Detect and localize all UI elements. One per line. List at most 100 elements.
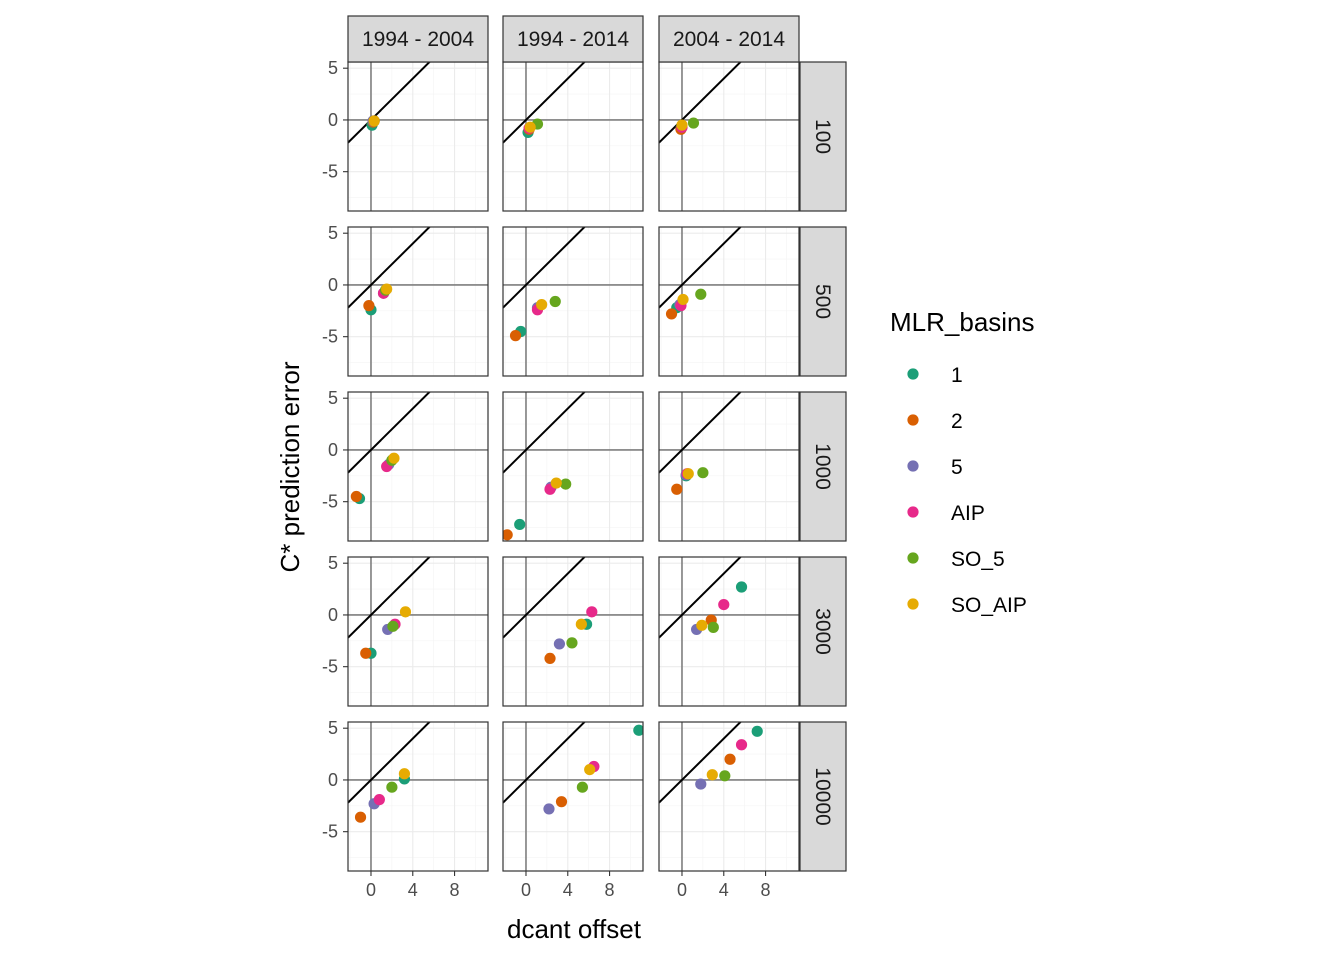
identity-line bbox=[503, 227, 586, 309]
panel bbox=[347, 556, 489, 707]
x-tick-label: 8 bbox=[605, 880, 615, 900]
panel-plot-area bbox=[503, 722, 643, 871]
legend-key bbox=[907, 598, 919, 610]
panel bbox=[658, 391, 800, 542]
legend-key bbox=[907, 460, 919, 472]
x-tick-label: 4 bbox=[719, 880, 729, 900]
identity-line bbox=[503, 62, 586, 144]
legend-key bbox=[907, 552, 919, 564]
y-tick-label: 0 bbox=[328, 110, 338, 130]
column-strip: 1994 - 2014 bbox=[502, 15, 644, 63]
panel bbox=[502, 556, 644, 707]
identity-line bbox=[348, 227, 431, 309]
strip-background bbox=[347, 15, 489, 63]
identity-line bbox=[348, 722, 431, 804]
panel-plot-area bbox=[348, 62, 488, 211]
data-point-5 bbox=[695, 778, 707, 790]
legend-title: MLR_basins bbox=[890, 307, 1035, 337]
panel-plot-area bbox=[659, 62, 799, 211]
panel bbox=[347, 391, 489, 542]
data-point-so_aip bbox=[677, 293, 689, 306]
axes-layer: -5 0 5 -5 0 5 -5 0 5 -5 0 5 -5 0 5 0 4 8 0 4 8 0 4 8 bbox=[322, 58, 771, 900]
row-strip-label: 3000 bbox=[811, 608, 834, 655]
x-tick-label: 0 bbox=[677, 880, 687, 900]
column-strip-label: 1994 - 2004 bbox=[362, 28, 474, 51]
data-point-so_5 bbox=[387, 620, 399, 632]
legend-item: SO_5 bbox=[907, 548, 1005, 571]
panel bbox=[502, 61, 644, 212]
panel-background bbox=[348, 392, 488, 541]
panel bbox=[347, 226, 489, 377]
panel-border bbox=[502, 391, 644, 542]
data-point-so_aip bbox=[388, 452, 400, 464]
strip-background bbox=[658, 15, 800, 63]
data-point-so_aip bbox=[550, 477, 562, 489]
y-tick-label: 5 bbox=[328, 58, 338, 78]
data-point-2 bbox=[360, 647, 372, 659]
y-tick-label: 5 bbox=[328, 718, 338, 738]
data-point-so_5 bbox=[687, 117, 700, 129]
data-point-2 bbox=[509, 330, 522, 342]
data-point-aip bbox=[373, 794, 385, 806]
legend-item: 2 bbox=[907, 410, 963, 433]
panel-plot-area bbox=[348, 227, 488, 376]
row-strip-label: 10000 bbox=[811, 767, 834, 825]
panel-border bbox=[502, 721, 644, 872]
data-point-2 bbox=[671, 483, 683, 495]
y-tick-label: -5 bbox=[322, 492, 338, 512]
legend-label: AIP bbox=[951, 502, 985, 525]
panel bbox=[347, 721, 489, 872]
panel-border bbox=[502, 556, 644, 707]
row-strip: 3000 bbox=[799, 556, 847, 707]
data-point-2 bbox=[724, 753, 736, 765]
panel-background bbox=[503, 227, 643, 376]
data-point-1 bbox=[735, 581, 748, 593]
panel-border bbox=[347, 556, 489, 707]
panel-background bbox=[348, 722, 488, 871]
legend: MLR_basins 1 2 5 AIP SO_5 SO_AIP bbox=[890, 307, 1035, 617]
identity-line bbox=[659, 722, 742, 804]
y-axis-title: C* prediction error bbox=[275, 361, 305, 572]
data-point-2 bbox=[665, 308, 678, 320]
data-point-2 bbox=[363, 300, 375, 312]
data-point-5 bbox=[553, 638, 566, 650]
data-point-so_aip bbox=[368, 115, 380, 127]
data-point-so_aip bbox=[399, 606, 412, 618]
panel bbox=[502, 226, 644, 377]
panels-layer bbox=[347, 61, 800, 872]
data-point-2 bbox=[354, 811, 367, 823]
panel bbox=[502, 391, 644, 542]
identity-line bbox=[503, 392, 586, 474]
panel bbox=[347, 61, 489, 212]
row-strip: 500 bbox=[799, 226, 847, 377]
data-point-1 bbox=[633, 724, 643, 736]
data-point-1 bbox=[514, 518, 526, 531]
data-point-so_aip bbox=[575, 618, 587, 630]
row-strip-label: 500 bbox=[811, 284, 834, 319]
panel-background bbox=[503, 392, 643, 541]
data-point-so_5 bbox=[719, 770, 731, 782]
panel-background bbox=[659, 557, 799, 706]
data-point-so_aip bbox=[536, 299, 548, 311]
data-point-2 bbox=[350, 490, 362, 503]
panel bbox=[658, 226, 800, 377]
column-strip: 2004 - 2014 bbox=[658, 15, 800, 63]
panel-background bbox=[659, 392, 799, 541]
panel bbox=[658, 556, 800, 707]
identity-line bbox=[348, 392, 431, 474]
x-tick-label: 4 bbox=[563, 880, 573, 900]
strips-layer: 1994 - 2004 1994 - 2014 2004 - 2014 100 500 1… bbox=[347, 15, 847, 872]
panel-plot-area bbox=[659, 392, 799, 541]
panel-background bbox=[503, 557, 643, 706]
panel-plot-area bbox=[348, 392, 488, 541]
legend-key bbox=[907, 368, 919, 380]
panel-plot-area bbox=[659, 227, 799, 376]
identity-line bbox=[348, 557, 431, 639]
x-tick-label: 0 bbox=[521, 880, 531, 900]
panel-plot-area bbox=[503, 392, 643, 541]
data-point-so_aip bbox=[524, 121, 536, 133]
legend-key bbox=[907, 506, 919, 518]
panel-background bbox=[503, 722, 643, 871]
x-tick-label: 8 bbox=[761, 880, 771, 900]
panel-background bbox=[503, 62, 643, 211]
